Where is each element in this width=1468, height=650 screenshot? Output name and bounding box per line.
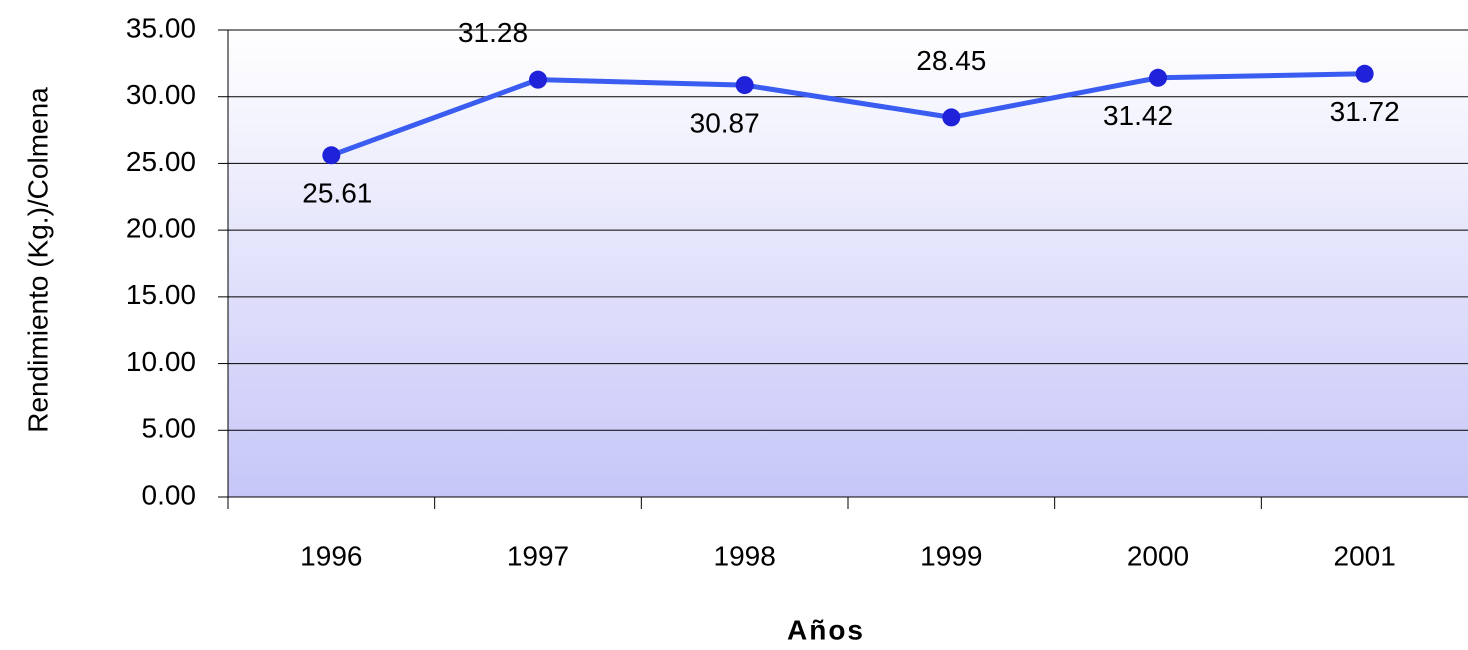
data-label: 31.42 <box>1103 100 1173 131</box>
y-tick-label: 30.00 <box>126 79 196 110</box>
y-tick-label: 5.00 <box>142 413 197 444</box>
marker <box>942 108 961 127</box>
data-label: 25.61 <box>302 178 372 209</box>
x-tick-label: 1998 <box>714 540 776 571</box>
y-tick-label: 15.00 <box>126 279 196 310</box>
y-tick-label: 35.00 <box>126 12 196 43</box>
x-tick-label: 2001 <box>1334 540 1396 571</box>
marker <box>735 76 754 95</box>
x-tick-label: 1999 <box>920 540 982 571</box>
plot-area <box>228 30 1468 497</box>
marker <box>322 146 341 165</box>
marker <box>1355 64 1374 83</box>
x-tick-label: 1997 <box>507 540 569 571</box>
data-label: 30.87 <box>690 107 760 138</box>
marker <box>529 70 547 89</box>
y-tick-label: 10.00 <box>126 346 196 377</box>
x-axis-title: Años <box>787 614 865 645</box>
x-tick-label: 2000 <box>1127 540 1189 571</box>
line <box>330 71 1365 158</box>
y-tick-label: 0.00 <box>142 479 197 510</box>
data-label: 28.45 <box>916 45 986 76</box>
x-tick-label: 1996 <box>300 540 362 571</box>
data-label: 31.72 <box>1330 96 1400 127</box>
data-label: 31.28 <box>458 17 528 48</box>
y-tick-label: 25.00 <box>126 146 196 177</box>
y-tick-label: 20.00 <box>126 213 196 244</box>
marker <box>1149 68 1167 87</box>
y-axis-title: Rendimiento (Kg.)/Colmena <box>22 87 53 433</box>
